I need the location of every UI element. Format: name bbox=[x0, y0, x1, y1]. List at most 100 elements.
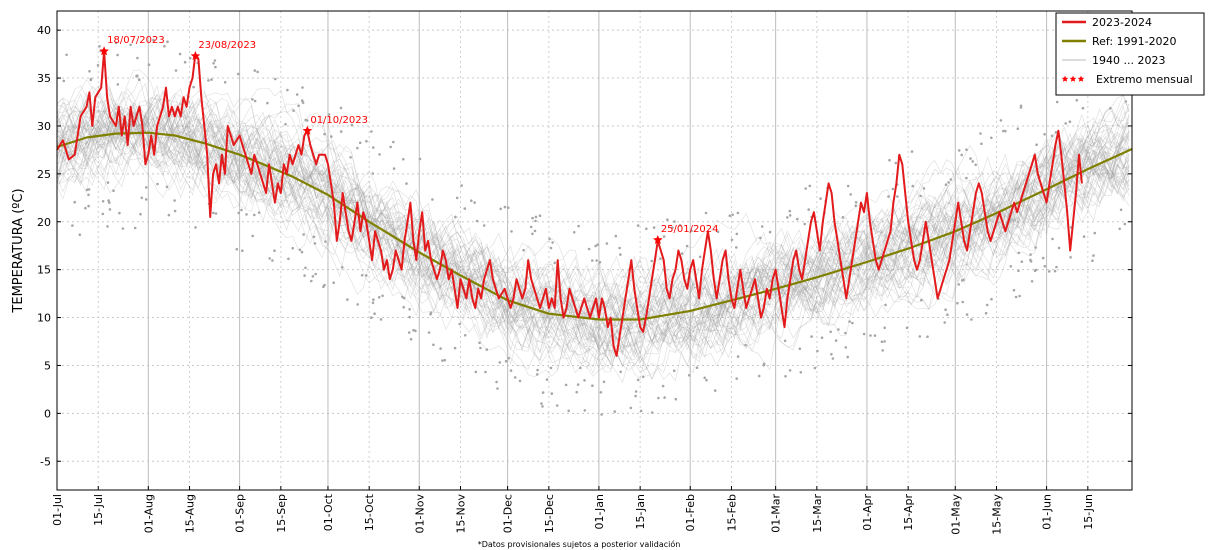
historical-extreme-dot bbox=[370, 130, 373, 133]
historical-extreme-dot bbox=[371, 301, 375, 305]
historical-extreme-dot bbox=[235, 247, 239, 251]
historical-extreme-dot bbox=[957, 149, 961, 152]
historical-extreme-dot bbox=[619, 253, 622, 256]
historical-extreme-dot bbox=[389, 145, 393, 149]
historical-extreme-dot bbox=[463, 334, 467, 337]
historical-extreme-dot bbox=[499, 207, 503, 211]
historical-extreme-dot bbox=[786, 216, 789, 219]
historical-extreme-dot bbox=[813, 366, 817, 370]
historical-extreme-dot bbox=[1055, 100, 1059, 104]
historical-extreme-dot bbox=[645, 227, 648, 231]
historical-extreme-dot bbox=[549, 366, 553, 370]
historical-extreme-dot bbox=[108, 208, 112, 211]
footnote: *Datos provisionales sujetos a posterior… bbox=[478, 539, 681, 549]
historical-extreme-dot bbox=[84, 206, 87, 210]
historical-extreme-dot bbox=[1004, 129, 1007, 133]
historical-extreme-dot bbox=[240, 208, 243, 212]
historical-extreme-dot bbox=[439, 347, 442, 350]
historical-extreme-dot bbox=[133, 226, 137, 230]
historical-extreme-dot bbox=[339, 106, 343, 110]
historical-extreme-dot bbox=[372, 146, 375, 149]
plot-background bbox=[57, 11, 1132, 490]
historical-extreme-dot bbox=[555, 404, 559, 407]
historical-extreme-dot bbox=[323, 132, 326, 136]
historical-extreme-dot bbox=[473, 201, 476, 204]
historical-extreme-dot bbox=[960, 153, 963, 157]
historical-extreme-dot bbox=[728, 214, 732, 217]
historical-extreme-dot bbox=[979, 132, 982, 135]
historical-extreme-dot bbox=[356, 303, 360, 306]
extreme-date-label: 01/10/2023 bbox=[310, 115, 368, 126]
historical-extreme-dot bbox=[496, 387, 499, 390]
historical-extreme-dot bbox=[322, 285, 325, 289]
historical-extreme-dot bbox=[1118, 227, 1121, 231]
historical-extreme-dot bbox=[641, 375, 645, 379]
historical-extreme-dot bbox=[705, 378, 708, 382]
historical-extreme-dot bbox=[634, 390, 638, 393]
historical-extreme-dot bbox=[503, 205, 507, 209]
historical-trace bbox=[56, 97, 1130, 382]
historical-extreme-dot bbox=[253, 99, 257, 103]
historical-extreme-dot bbox=[140, 196, 144, 200]
x-axis-ticks: 01-Jul 15-Jul 01-Aug 15-Aug 01-Sep 15-Sep 01-O… bbox=[51, 486, 1095, 535]
historical-extreme-dot bbox=[659, 257, 662, 261]
historical-extreme-dot bbox=[313, 242, 317, 245]
historical-extreme-dot bbox=[407, 331, 411, 334]
historical-extreme-dot bbox=[330, 135, 333, 138]
x-tick-label: 15-Aug bbox=[184, 494, 197, 533]
historical-extreme-dot bbox=[1055, 265, 1058, 269]
historical-extreme-dot bbox=[371, 172, 375, 175]
historical-extreme-dot bbox=[89, 78, 93, 82]
historical-extreme-dot bbox=[1091, 259, 1094, 263]
historical-extreme-dot bbox=[402, 296, 406, 300]
historical-extreme-dot bbox=[304, 118, 308, 122]
historical-extreme-dot bbox=[965, 148, 968, 151]
historical-extreme-dot bbox=[237, 72, 240, 76]
historical-extreme-dot bbox=[695, 366, 699, 370]
historical-extreme-dot bbox=[962, 278, 965, 282]
historical-extreme-dot bbox=[1068, 120, 1072, 123]
historical-extreme-dot bbox=[803, 222, 806, 226]
historical-extreme-dot bbox=[652, 226, 656, 229]
historical-extreme-dot bbox=[173, 209, 177, 213]
historical-extreme-dot bbox=[212, 62, 215, 65]
historical-trace bbox=[56, 102, 1130, 366]
historical-extreme-dot bbox=[136, 56, 139, 60]
historical-extreme-dot bbox=[163, 44, 166, 48]
historical-extreme-dot bbox=[408, 308, 411, 311]
historical-trace bbox=[56, 114, 1130, 381]
historical-extreme-dot bbox=[990, 136, 993, 140]
historical-extreme-dot bbox=[687, 374, 691, 377]
extreme-star-marker bbox=[653, 235, 663, 244]
y-tick-label: 15 bbox=[37, 264, 51, 277]
x-tick-label: 01-Jan bbox=[593, 494, 606, 530]
historical-extreme-dot bbox=[969, 157, 972, 160]
legend-label: Extremo mensual bbox=[1096, 73, 1193, 86]
historical-extreme-dot bbox=[841, 216, 845, 219]
historical-extreme-dot bbox=[869, 334, 872, 337]
historical-extreme-dot bbox=[579, 366, 582, 370]
historical-extreme-dot bbox=[650, 259, 654, 263]
historical-extreme-dot bbox=[108, 201, 111, 204]
y-axis-label: TEMPERATURA (ºC) bbox=[11, 188, 26, 313]
historical-extreme-dot bbox=[237, 211, 240, 215]
historical-extreme-dot bbox=[784, 375, 787, 378]
historical-extreme-dot bbox=[674, 397, 678, 401]
historical-extreme-dot bbox=[62, 79, 66, 83]
historical-extreme-dot bbox=[965, 176, 968, 180]
historical-extreme-dot bbox=[460, 184, 464, 187]
historical-extreme-dot bbox=[470, 199, 473, 202]
historical-extreme-dot bbox=[816, 349, 819, 353]
historical-extreme-dot bbox=[129, 43, 132, 47]
historical-extreme-dot bbox=[661, 384, 665, 388]
historical-extreme-dot bbox=[888, 158, 891, 162]
historical-extreme-dot bbox=[830, 352, 833, 356]
historical-extreme-dot bbox=[990, 297, 993, 301]
historical-extreme-dot bbox=[443, 358, 447, 362]
historical-extreme-dot bbox=[273, 249, 276, 252]
historical-trace bbox=[56, 104, 1130, 371]
historical-extreme-dot bbox=[1009, 265, 1013, 268]
historical-trace bbox=[56, 89, 1130, 366]
historical-extreme-dot bbox=[1017, 251, 1021, 255]
y-tick-label: 0 bbox=[44, 407, 51, 420]
